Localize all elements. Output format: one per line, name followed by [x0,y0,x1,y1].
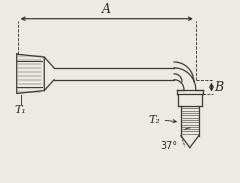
Text: B: B [214,81,223,94]
Text: 37°: 37° [160,141,177,151]
Text: T₂: T₂ [149,115,160,125]
Text: A: A [102,3,111,16]
Text: T₁: T₁ [15,105,27,115]
